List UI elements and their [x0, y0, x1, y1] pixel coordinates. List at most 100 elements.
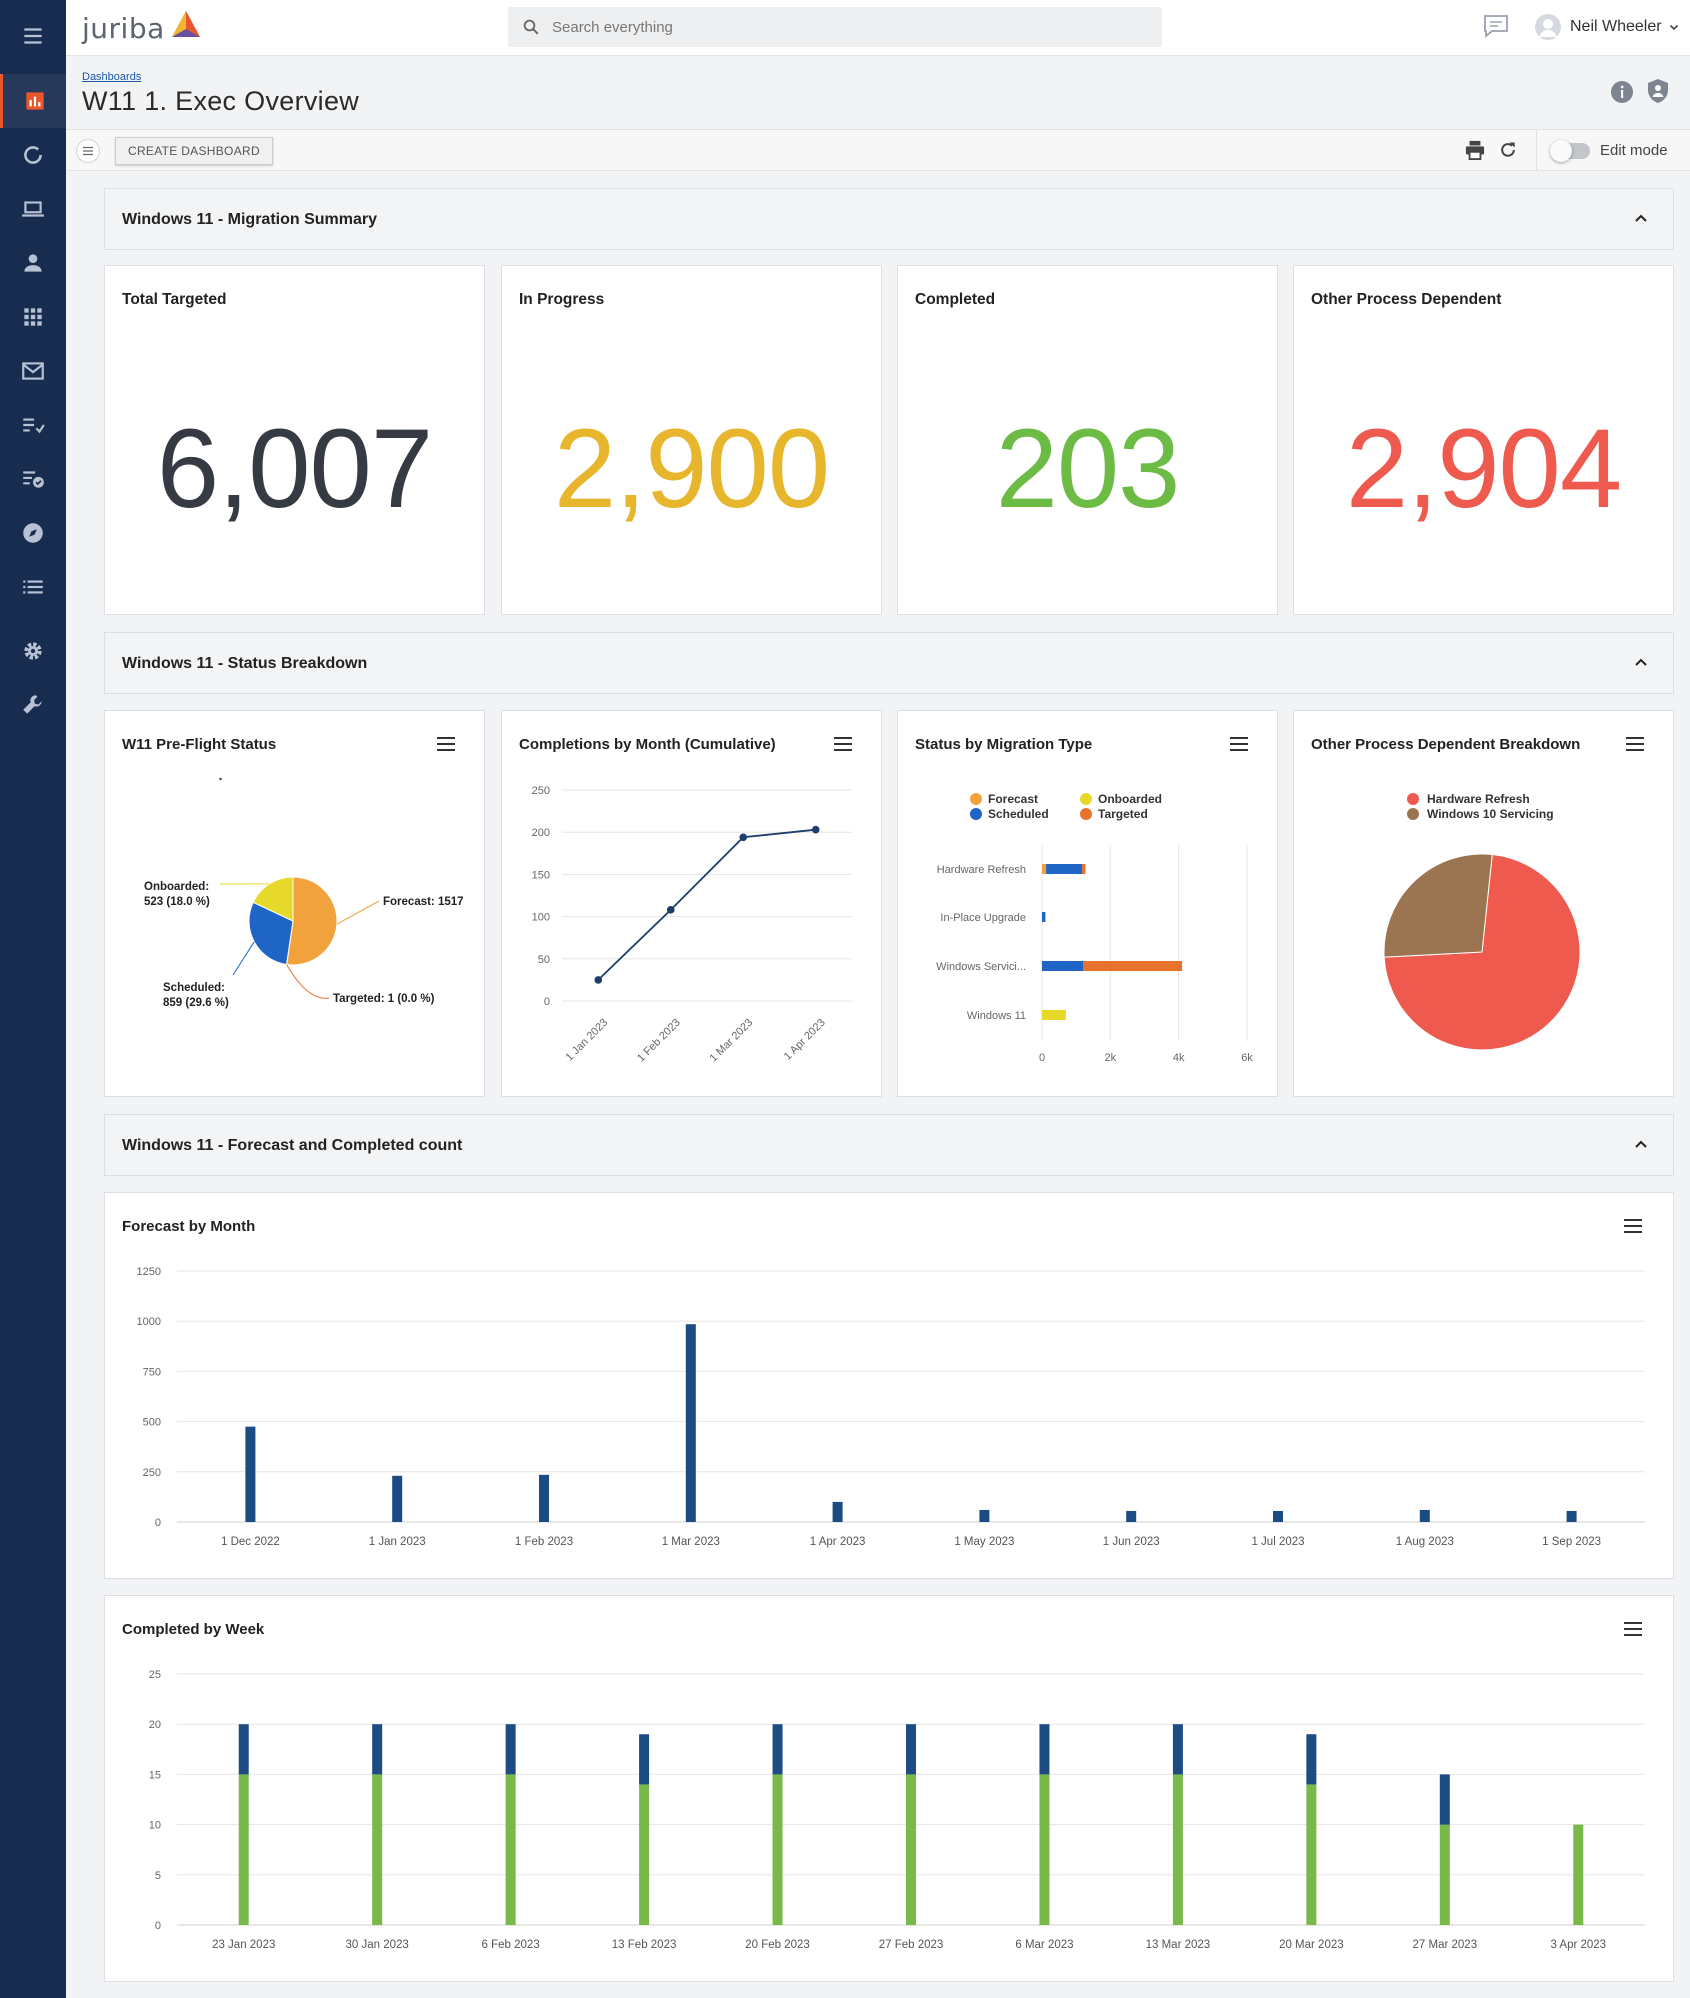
y-tick-label: 1250 [137, 1266, 161, 1278]
create-dashboard-button[interactable]: CREATE DASHBOARD [115, 137, 273, 165]
chart-menu-icon[interactable] [832, 735, 854, 753]
x-tick-label: 1 Aug 2023 [1396, 1536, 1454, 1548]
x-tick-label: 1 Apr 2023 [782, 1017, 828, 1063]
info-icon [1611, 81, 1633, 103]
bar-segment [1042, 1010, 1066, 1020]
nav-devices[interactable] [0, 182, 66, 236]
y-tick-label: Hardware Refresh [937, 864, 1026, 876]
breadcrumb[interactable]: Dashboards [82, 71, 142, 83]
wrench-icon [23, 695, 42, 714]
toggle-knob [1550, 140, 1572, 162]
chart-title: Forecast by Month [122, 1218, 256, 1235]
chevron-up-icon[interactable] [1633, 210, 1649, 226]
pie-callout-label: Forecast: 1517 [383, 896, 464, 908]
bar-segment [906, 1774, 916, 1925]
info-button[interactable] [1610, 80, 1634, 109]
bar [539, 1474, 549, 1522]
x-tick-label: 1 Apr 2023 [810, 1536, 866, 1548]
nav-evergreen[interactable] [0, 398, 66, 452]
permissions-button[interactable] [1646, 78, 1670, 109]
bar [392, 1475, 403, 1522]
section-header-forecast-completed[interactable]: Windows 11 - Forecast and Completed coun… [104, 1114, 1674, 1176]
y-tick-label: 200 [532, 827, 550, 839]
user-menu[interactable]: Neil Wheeler [1534, 12, 1680, 42]
x-tick-label: 1 Jan 2023 [369, 1536, 426, 1548]
nav-lists[interactable] [0, 560, 66, 614]
edit-mode-toggle[interactable] [1550, 140, 1590, 162]
chart-menu-icon[interactable] [1622, 1620, 1644, 1638]
pie-callout-label: Scheduled: [163, 982, 225, 994]
bar-segment [1042, 864, 1047, 874]
x-tick-label: 0 [1039, 1052, 1045, 1064]
bar-segment [639, 1784, 650, 1925]
x-tick-label: 1 Feb 2023 [635, 1017, 683, 1065]
bar-segment [772, 1724, 783, 1775]
logo[interactable]: juriba [82, 8, 203, 48]
x-tick-label: 1 Sep 2023 [1542, 1536, 1601, 1548]
x-tick-label: 1 Mar 2023 [708, 1017, 756, 1065]
dashboard-menu-button[interactable] [76, 139, 100, 163]
chart-menu-icon[interactable] [1228, 735, 1250, 753]
y-tick-label: Windows Servici... [936, 961, 1026, 973]
y-tick-label: Windows 11 [967, 1010, 1026, 1022]
chat-icon [1484, 15, 1508, 38]
x-tick-label: 6k [1241, 1052, 1253, 1064]
y-tick-label: 25 [149, 1669, 161, 1681]
legend-label: Targeted [1098, 807, 1148, 821]
chart-menu-icon[interactable] [1622, 1217, 1644, 1235]
apps-grid-icon [24, 308, 42, 326]
kpi-card-total-targeted[interactable]: Total Targeted 6,007 [104, 265, 485, 615]
chat-button[interactable] [1482, 13, 1510, 44]
bar [1273, 1510, 1283, 1522]
section-header-migration-summary[interactable]: Windows 11 - Migration Summary [104, 188, 1674, 250]
chart-title: W11 Pre-Flight Status [122, 736, 277, 753]
y-tick-label: 1000 [137, 1316, 161, 1328]
nav-projects[interactable] [0, 128, 66, 182]
pie-connector [232, 941, 255, 976]
nav-admin[interactable] [0, 678, 66, 732]
print-button[interactable] [1464, 140, 1486, 165]
kpi-card-completed[interactable]: Completed 203 [897, 265, 1278, 615]
mail-icon [22, 362, 44, 380]
x-tick-label: 1 Mar 2023 [662, 1536, 720, 1548]
pie-callout-label: Onboarded: [144, 881, 209, 893]
list-icon [23, 580, 43, 594]
kpi-card-other-process-dependent[interactable]: Other Process Dependent 2,904 [1293, 265, 1674, 615]
kpi-label: Completed [915, 291, 996, 308]
nav-explore[interactable] [0, 506, 66, 560]
nav-mailboxes[interactable] [0, 344, 66, 398]
search-icon [523, 19, 539, 35]
printer-icon [1465, 140, 1485, 160]
x-tick-label: 20 Feb 2023 [745, 1939, 810, 1951]
x-tick-label: 6 Mar 2023 [1015, 1939, 1073, 1951]
kpi-card-in-progress[interactable]: In Progress 2,900 [501, 265, 882, 615]
pie-slice-windows-10-servicing [1383, 853, 1493, 958]
menu-toggle-button[interactable] [0, 9, 66, 63]
preflight-pie-chart: Forecast: 1517 Targeted: 1 (0.0 %) Schedul… [144, 777, 464, 1009]
chart-menu-icon[interactable] [1624, 735, 1646, 753]
nav-dashboards[interactable] [0, 74, 66, 128]
section-header-status-breakdown[interactable]: Windows 11 - Status Breakdown [104, 632, 1674, 694]
x-tick-label: 6 Feb 2023 [482, 1939, 540, 1951]
y-tick-label: 5 [155, 1870, 161, 1882]
bar-segment [1306, 1784, 1317, 1925]
search-input[interactable] [552, 18, 1112, 36]
pie-slice-scheduled [248, 901, 294, 966]
nav-tasks[interactable] [0, 452, 66, 506]
nav-users[interactable] [0, 236, 66, 290]
nav-settings[interactable] [0, 624, 66, 678]
nav-applications[interactable] [0, 290, 66, 344]
x-tick-label: 27 Mar 2023 [1413, 1939, 1478, 1951]
refresh-button[interactable] [1498, 140, 1518, 165]
section-title: Windows 11 - Status Breakdown [122, 655, 368, 672]
edit-mode-label: Edit mode [1600, 142, 1668, 159]
data-point [594, 976, 603, 984]
checklist-icon [23, 418, 45, 434]
chart-menu-icon[interactable] [435, 735, 457, 753]
search-box[interactable] [508, 7, 1162, 47]
chevron-up-icon[interactable] [1633, 654, 1649, 670]
migration-type-bar-chart: Forecast Onboarded Scheduled Targeted 0 2k 4k 6… [936, 792, 1253, 1064]
bar-segment [238, 1774, 249, 1925]
completed-week-bar-chart: 0 5 10 15 20 25 23 Jan 2023 30 Jan 2023 6 Feb 20… [149, 1669, 1645, 1951]
chevron-up-icon[interactable] [1633, 1136, 1649, 1152]
